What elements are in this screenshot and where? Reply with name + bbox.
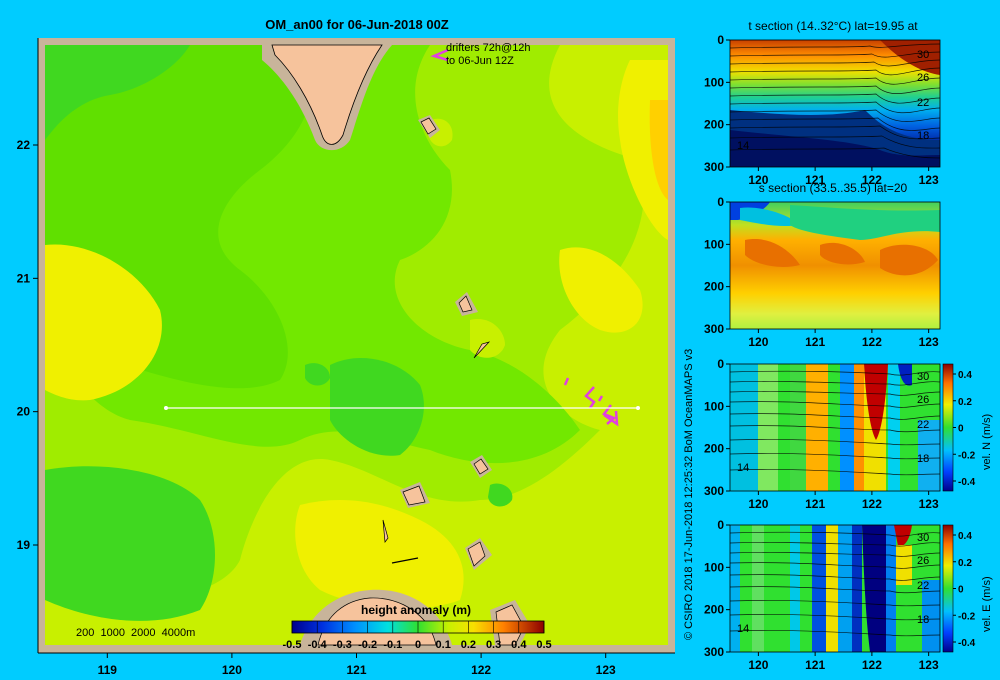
colorbar-title: height anomaly (m) <box>361 603 471 617</box>
map-x-tick-label: 122 <box>471 663 491 677</box>
e-contour-label-26: 26 <box>917 555 929 567</box>
colorbar-tick-label: 0.2 <box>461 639 476 651</box>
t-contour-label-26: 26 <box>917 72 929 84</box>
velocity-colorbar-tick-label: 0 <box>958 585 964 596</box>
map-x-tick-label: 119 <box>98 663 118 677</box>
map-title: OM_an00 for 06-Jun-2018 00Z <box>265 17 449 32</box>
colorbar-tick-label: 0.5 <box>536 639 551 651</box>
n-contour-label-26: 26 <box>917 394 929 406</box>
map-x-tick-label: 121 <box>346 663 366 677</box>
velocity-colorbar-tick-label: 0.4 <box>958 370 972 381</box>
map-field <box>45 45 668 645</box>
section-y-tick-label: 0 <box>717 357 724 371</box>
e-contour-label-30: 30 <box>917 532 929 544</box>
n-colorbar-label: vel. N (m/s) <box>981 414 993 470</box>
s-section-title: s section (33.5..35.5) lat=20 <box>759 181 908 195</box>
map-y-tick-label: 19 <box>17 538 31 552</box>
colorbar-tick-label: -0.5 <box>283 639 302 651</box>
section-x-tick-label: 121 <box>805 658 825 672</box>
map-y-tick-label: 21 <box>17 271 31 285</box>
depth-legend: 200 1000 2000 4000m <box>76 627 195 639</box>
section-x-tick-label: 120 <box>748 335 768 349</box>
e-contour-label-18: 18 <box>917 614 929 626</box>
section-y-tick-label: 200 <box>704 118 724 132</box>
section-x-tick-label: 121 <box>805 173 825 187</box>
e-contour-label-22: 22 <box>917 580 929 592</box>
colorbar-tick-label: 0.4 <box>511 639 527 651</box>
map-x-tick-label: 120 <box>222 663 242 677</box>
n-contour-label-14: 14 <box>737 462 749 474</box>
velocity-colorbar-tick-label: 0.2 <box>958 397 972 408</box>
section-y-tick-label: 0 <box>717 518 724 532</box>
section-y-tick-label: 100 <box>704 237 724 251</box>
t-contour-label-22: 22 <box>917 97 929 109</box>
section-x-tick-label: 121 <box>805 497 825 511</box>
transect-line <box>164 406 640 410</box>
e-colorbar-label: vel. E (m/s) <box>981 576 993 632</box>
section-x-tick-label: 122 <box>862 335 882 349</box>
height-anomaly-colorbar: height anomaly (m) -0.5 -0.4 -0.3 -0.2 -0.1 0… <box>283 603 552 651</box>
n-contour-label-22: 22 <box>917 419 929 431</box>
t-contour-label-18: 18 <box>917 130 929 142</box>
map-y-tick-label: 22 <box>17 138 31 152</box>
colorbar-tick-label: -0.1 <box>383 639 402 651</box>
n-contour-label-30: 30 <box>917 371 929 383</box>
section-x-tick-label: 123 <box>919 173 939 187</box>
map-y-tick-label: 20 <box>17 405 31 419</box>
velocity-colorbar-tick-label: -0.2 <box>958 611 976 622</box>
velocity-colorbar-tick-label: 0.4 <box>958 531 972 542</box>
section-x-tick-label: 121 <box>805 335 825 349</box>
section-y-tick-label: 0 <box>717 33 724 47</box>
drifter-legend: drifters 72h@12h to 06-Jun 12Z <box>446 42 531 67</box>
map-x-tick-label: 123 <box>596 663 616 677</box>
section-x-tick-label: 120 <box>748 497 768 511</box>
s-section-panel: s section (33.5..35.5) lat=20 120 121 122 1… <box>704 181 941 349</box>
section-y-tick-label: 100 <box>704 399 724 413</box>
section-x-tick-label: 123 <box>919 335 939 349</box>
section-x-tick-label: 123 <box>919 658 939 672</box>
t-section-panel: t section (14..32°C) lat=19.95 at 30 26 … <box>704 19 941 187</box>
drifter-note-line1: drifters 72h@12h <box>446 42 531 54</box>
section-y-tick-label: 200 <box>704 280 724 294</box>
drifter-tracks <box>430 48 619 427</box>
section-y-tick-label: 300 <box>704 645 724 659</box>
section-y-tick-label: 300 <box>704 322 724 336</box>
t-section-title: t section (14..32°C) lat=19.95 at <box>748 19 918 33</box>
colorbar-tick-label: 0.3 <box>486 639 501 651</box>
section-x-tick-label: 120 <box>748 658 768 672</box>
section-y-tick-label: 200 <box>704 442 724 456</box>
copyright-note: © CSIRO 2018 17-Jun-2018 12:25:32 BoM Oc… <box>683 349 695 640</box>
velocity-colorbar-tick-label: 0.2 <box>958 558 972 569</box>
section-y-tick-label: 300 <box>704 160 724 174</box>
n-contour-label-18: 18 <box>917 453 929 465</box>
section-y-tick-label: 300 <box>704 484 724 498</box>
colorbar-tick-label: -0.2 <box>358 639 377 651</box>
colorbar-tick-label: 0.1 <box>436 639 451 651</box>
section-x-tick-label: 120 <box>748 173 768 187</box>
section-y-tick-label: 200 <box>704 603 724 617</box>
section-x-tick-label: 122 <box>862 658 882 672</box>
e-velocity-panel: 30 26 22 18 14 120 121 122 123 0 100 200 300 0.… <box>704 518 993 672</box>
section-x-tick-label: 122 <box>862 497 882 511</box>
t-contour-label-30: 30 <box>917 49 929 61</box>
map-y-axis: 19 20 21 22 <box>17 38 39 653</box>
colorbar-tick-label: -0.4 <box>308 639 328 651</box>
section-y-tick-label: 0 <box>717 195 724 209</box>
e-contour-label-14: 14 <box>737 623 749 635</box>
t-contour-label-14: 14 <box>737 140 749 152</box>
velocity-colorbar-tick-label: -0.4 <box>958 638 976 649</box>
section-y-tick-label: 100 <box>704 560 724 574</box>
velocity-colorbar-tick-label: -0.2 <box>958 450 976 461</box>
section-x-tick-label: 123 <box>919 497 939 511</box>
velocity-colorbar-tick-label: 0 <box>958 424 964 435</box>
section-x-tick-label: 122 <box>862 173 882 187</box>
drifter-note-line2: to 06-Jun 12Z <box>446 55 514 67</box>
colorbar-tick-label: 0 <box>415 639 421 651</box>
section-y-tick-label: 100 <box>704 75 724 89</box>
colorbar-tick-label: -0.3 <box>333 639 352 651</box>
n-velocity-panel: 30 26 22 18 14 120 121 122 123 0 100 200 300 0.… <box>704 357 993 511</box>
map-x-axis: 119 120 121 122 123 <box>38 652 675 677</box>
velocity-colorbar-tick-label: -0.4 <box>958 477 976 488</box>
